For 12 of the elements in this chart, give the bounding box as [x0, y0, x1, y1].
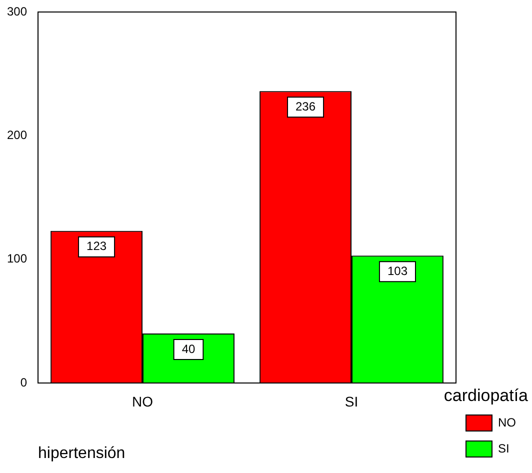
- legend-title: cardiopatía: [444, 386, 529, 406]
- y-tick-label: 200: [6, 128, 28, 142]
- data-label: 236: [296, 99, 316, 114]
- data-label: 103: [387, 264, 408, 278]
- legend-label: SI: [498, 441, 510, 456]
- data-label: 40: [182, 342, 196, 356]
- data-label: 123: [86, 239, 107, 254]
- y-tick-label: 100: [6, 252, 28, 266]
- legend-label: NO: [498, 415, 516, 430]
- y-tick-label: 300: [6, 4, 28, 18]
- y-tick-label: 0: [20, 375, 28, 390]
- x-axis-title: hipertensión: [38, 444, 126, 462]
